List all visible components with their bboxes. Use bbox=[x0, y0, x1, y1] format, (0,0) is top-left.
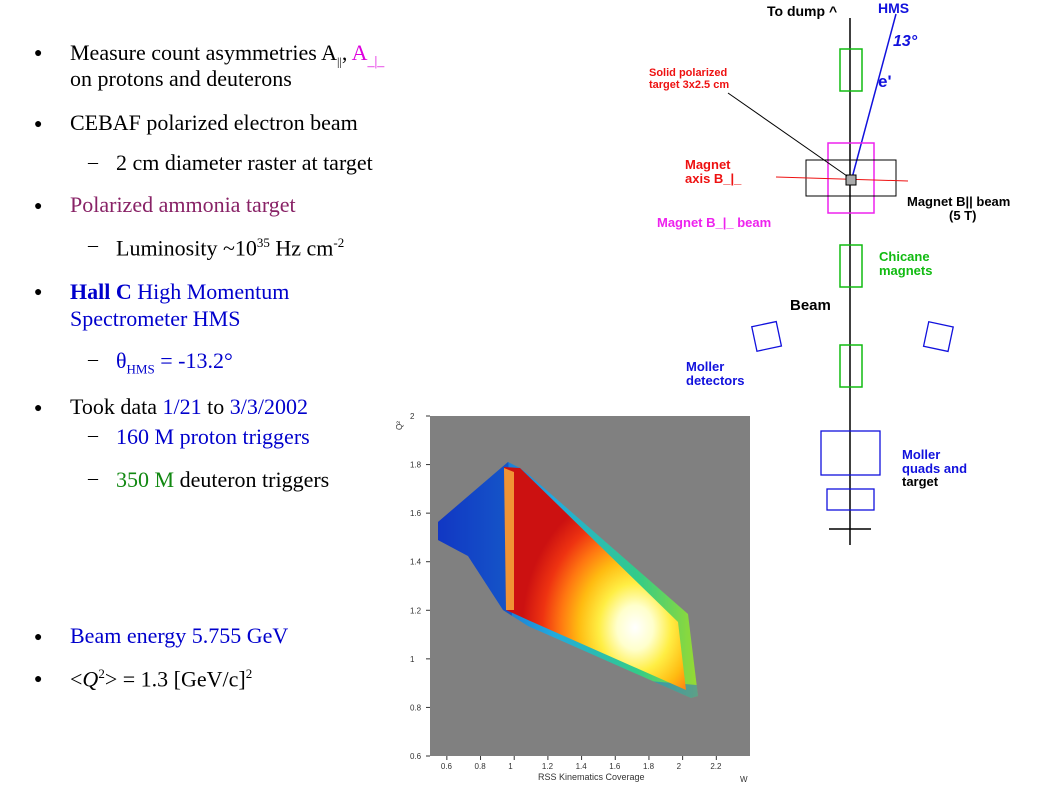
sub-dash: – bbox=[88, 467, 98, 489]
target-pointer bbox=[727, 92, 848, 177]
bullet-3: Polarized ammonia target bbox=[70, 192, 296, 217]
sub-dash: – bbox=[88, 424, 98, 446]
magnet-axis-label: Magnet axis B_|_ bbox=[685, 157, 742, 186]
x-tick-label: 1.8 bbox=[643, 762, 655, 771]
moller-detectors-label: Moller detectors bbox=[686, 359, 745, 388]
y-tick-label: 0.8 bbox=[410, 703, 422, 712]
magnet-par-beam-label: Magnet B|| beam (5 T) bbox=[907, 194, 1011, 223]
bullet-7: <Q2> = 1.3 [GeV/c]2 bbox=[70, 666, 253, 692]
bullet-2-sub: 2 cm diameter raster at target bbox=[116, 150, 373, 175]
target-square bbox=[845, 174, 857, 186]
bullet-5-sub-2: 350 M deuteron triggers bbox=[116, 467, 330, 492]
chicane-magnet-box-2 bbox=[839, 344, 863, 388]
bullet-1-line-1: Measure count asymmetries A||, A_|_ bbox=[70, 40, 385, 70]
chicane-magnet-box-1 bbox=[839, 244, 863, 288]
bullet-dot: ● bbox=[34, 630, 43, 645]
bullet-dot: ● bbox=[34, 117, 43, 132]
y-tick-label: 1.6 bbox=[410, 509, 422, 518]
beam-label: Beam bbox=[790, 297, 831, 314]
x-tick-label: 2.2 bbox=[710, 762, 722, 771]
y-tick-label: 2 bbox=[410, 412, 415, 421]
beam-element-box-top bbox=[839, 48, 863, 92]
x-tick-label: 2 bbox=[677, 762, 682, 771]
bullet-3-sub: Luminosity ~1035 Hz cm-2 bbox=[116, 235, 345, 261]
x-tick-label: 1.2 bbox=[542, 762, 554, 771]
x-tick-label: 1.6 bbox=[609, 762, 621, 771]
y-tick-label: 1 bbox=[410, 655, 415, 664]
magnet-axis-line bbox=[775, 176, 909, 182]
kinematics-coverage-plot: Q² 0.6 0.8 1 1.2 1.4 1.6 1.8 2 2.2 0.6 0.8 1 1.2 1.4 1… bbox=[388, 406, 760, 793]
kinematics-heatmap: Q² 0.6 0.8 1 1.2 1.4 1.6 1.8 2 2.2 0.6 0.8 1 1.2 1.4 1… bbox=[395, 412, 750, 784]
y-tick-label: 1.8 bbox=[410, 461, 422, 470]
y-tick-label: 0.6 bbox=[410, 752, 422, 761]
bullet-4-line-2: Spectrometer HMS bbox=[70, 306, 241, 331]
bullet-2: CEBAF polarized electron beam bbox=[70, 110, 358, 135]
x-tick-label: 1.4 bbox=[576, 762, 588, 771]
target-label: Solid polarized target 3x2.5 cm bbox=[649, 67, 730, 91]
bullet-4-sub: θHMS = -13.2° bbox=[116, 348, 233, 377]
chicane-label: Chicane magnets bbox=[879, 249, 933, 278]
sub-dash: – bbox=[88, 348, 98, 370]
sub-dash: – bbox=[88, 234, 98, 256]
to-dump-label: To dump ^ bbox=[767, 3, 838, 19]
moller-detector-left bbox=[750, 320, 783, 352]
moller-quads-label: Moller quads and target bbox=[902, 447, 968, 490]
hms-line bbox=[851, 13, 897, 179]
angle-label: 13° bbox=[893, 33, 918, 50]
bullet-5-sub-1: 160 M proton triggers bbox=[116, 424, 310, 449]
hot-core-region bbox=[504, 467, 686, 690]
bullet-dot: ● bbox=[34, 401, 43, 416]
bullet-dot: ● bbox=[34, 285, 43, 300]
x-tick-label: 0.8 bbox=[475, 762, 487, 771]
sub-dash: – bbox=[88, 151, 98, 173]
moller-target-box bbox=[826, 488, 875, 511]
hms-label: HMS bbox=[878, 0, 910, 16]
y-tick-label: 1.2 bbox=[410, 606, 422, 615]
y-tick-label: 1.4 bbox=[410, 558, 422, 567]
y-axis-label: Q² bbox=[395, 421, 404, 430]
bullet-dot: ● bbox=[34, 672, 43, 687]
magnet-perp-box bbox=[827, 142, 875, 214]
bullet-dot: ● bbox=[34, 46, 43, 61]
x-axis-label: W bbox=[740, 775, 748, 784]
elastic-ridge bbox=[504, 468, 514, 610]
moller-quad-box bbox=[820, 430, 881, 476]
plot-title: RSS Kinematics Coverage bbox=[538, 772, 645, 782]
magnet-perp-beam-label: Magnet B_|_ beam bbox=[657, 215, 772, 230]
bullet-1-line-2: on protons and deuterons bbox=[70, 66, 292, 91]
x-tick-label: 1 bbox=[508, 762, 513, 771]
moller-detector-right bbox=[922, 320, 954, 353]
plot-ticks: 0.6 0.8 1 1.2 1.4 1.6 1.8 2 2.2 0.6 0.8 1 1.2 1.4 1.6 1… bbox=[410, 412, 722, 771]
bullet-6: Beam energy 5.755 GeV bbox=[70, 623, 289, 648]
eprime-label: e' bbox=[878, 72, 892, 91]
bullet-5: Took data 1/21 to 3/3/2002 bbox=[70, 394, 309, 419]
bullet-dot: ● bbox=[34, 199, 43, 214]
bullet-4-line-1: Hall C High Momentum bbox=[70, 279, 290, 304]
x-tick-label: 0.6 bbox=[441, 762, 453, 771]
